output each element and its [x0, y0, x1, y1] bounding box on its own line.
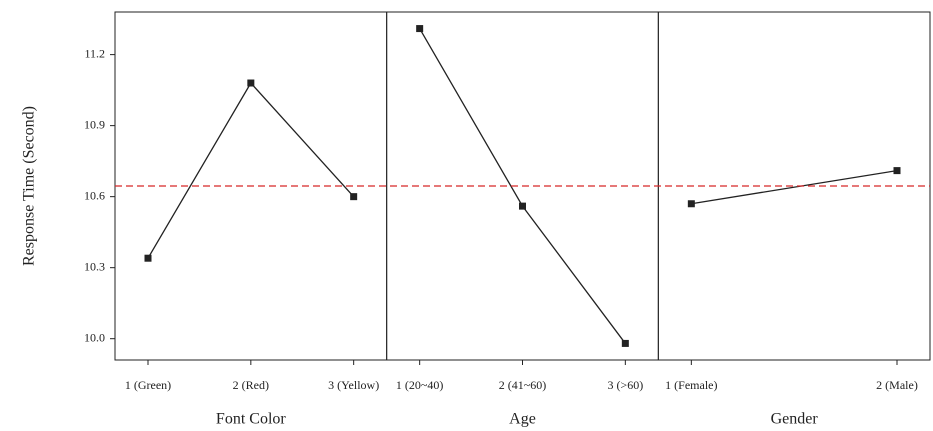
point	[894, 167, 901, 174]
chart: Response Time (Second) 10.0 10.3 10.6 10.9 1…	[0, 0, 933, 431]
point	[416, 25, 423, 32]
point	[622, 340, 629, 347]
y-tick-label: 10.3	[84, 259, 105, 273]
x-tick-label: 1 (Green)	[125, 378, 171, 392]
x-tick-label: 2 (Male)	[876, 378, 918, 392]
y-tick-label: 10.0	[84, 330, 105, 344]
effect-line	[691, 171, 897, 204]
x-axis-label: Age	[509, 411, 536, 428]
x-tick-label: 2 (41~60)	[499, 378, 546, 392]
point	[350, 193, 357, 200]
y-tick-label: 11.2	[84, 46, 105, 60]
effect-line	[148, 83, 354, 258]
x-tick-label: 1 (20~40)	[396, 378, 443, 392]
x-tick-label: 3 (Yellow)	[328, 378, 379, 392]
x-axis-label: Gender	[771, 411, 819, 428]
y-tick-label: 10.6	[84, 188, 105, 202]
point	[145, 255, 152, 262]
point	[519, 203, 526, 210]
y-axis-label: Response Time (Second)	[21, 106, 38, 266]
point	[247, 80, 254, 87]
x-axis-label: Font Color	[216, 411, 286, 428]
x-tick-label: 3 (>60)	[607, 378, 643, 392]
x-tick-label: 2 (Red)	[233, 378, 269, 392]
y-tick-label: 10.9	[84, 117, 105, 131]
x-tick-label: 1 (Female)	[665, 378, 717, 392]
page: {"chart_data": [ {"type": "line", "xlabe…	[0, 0, 933, 431]
point	[688, 200, 695, 207]
